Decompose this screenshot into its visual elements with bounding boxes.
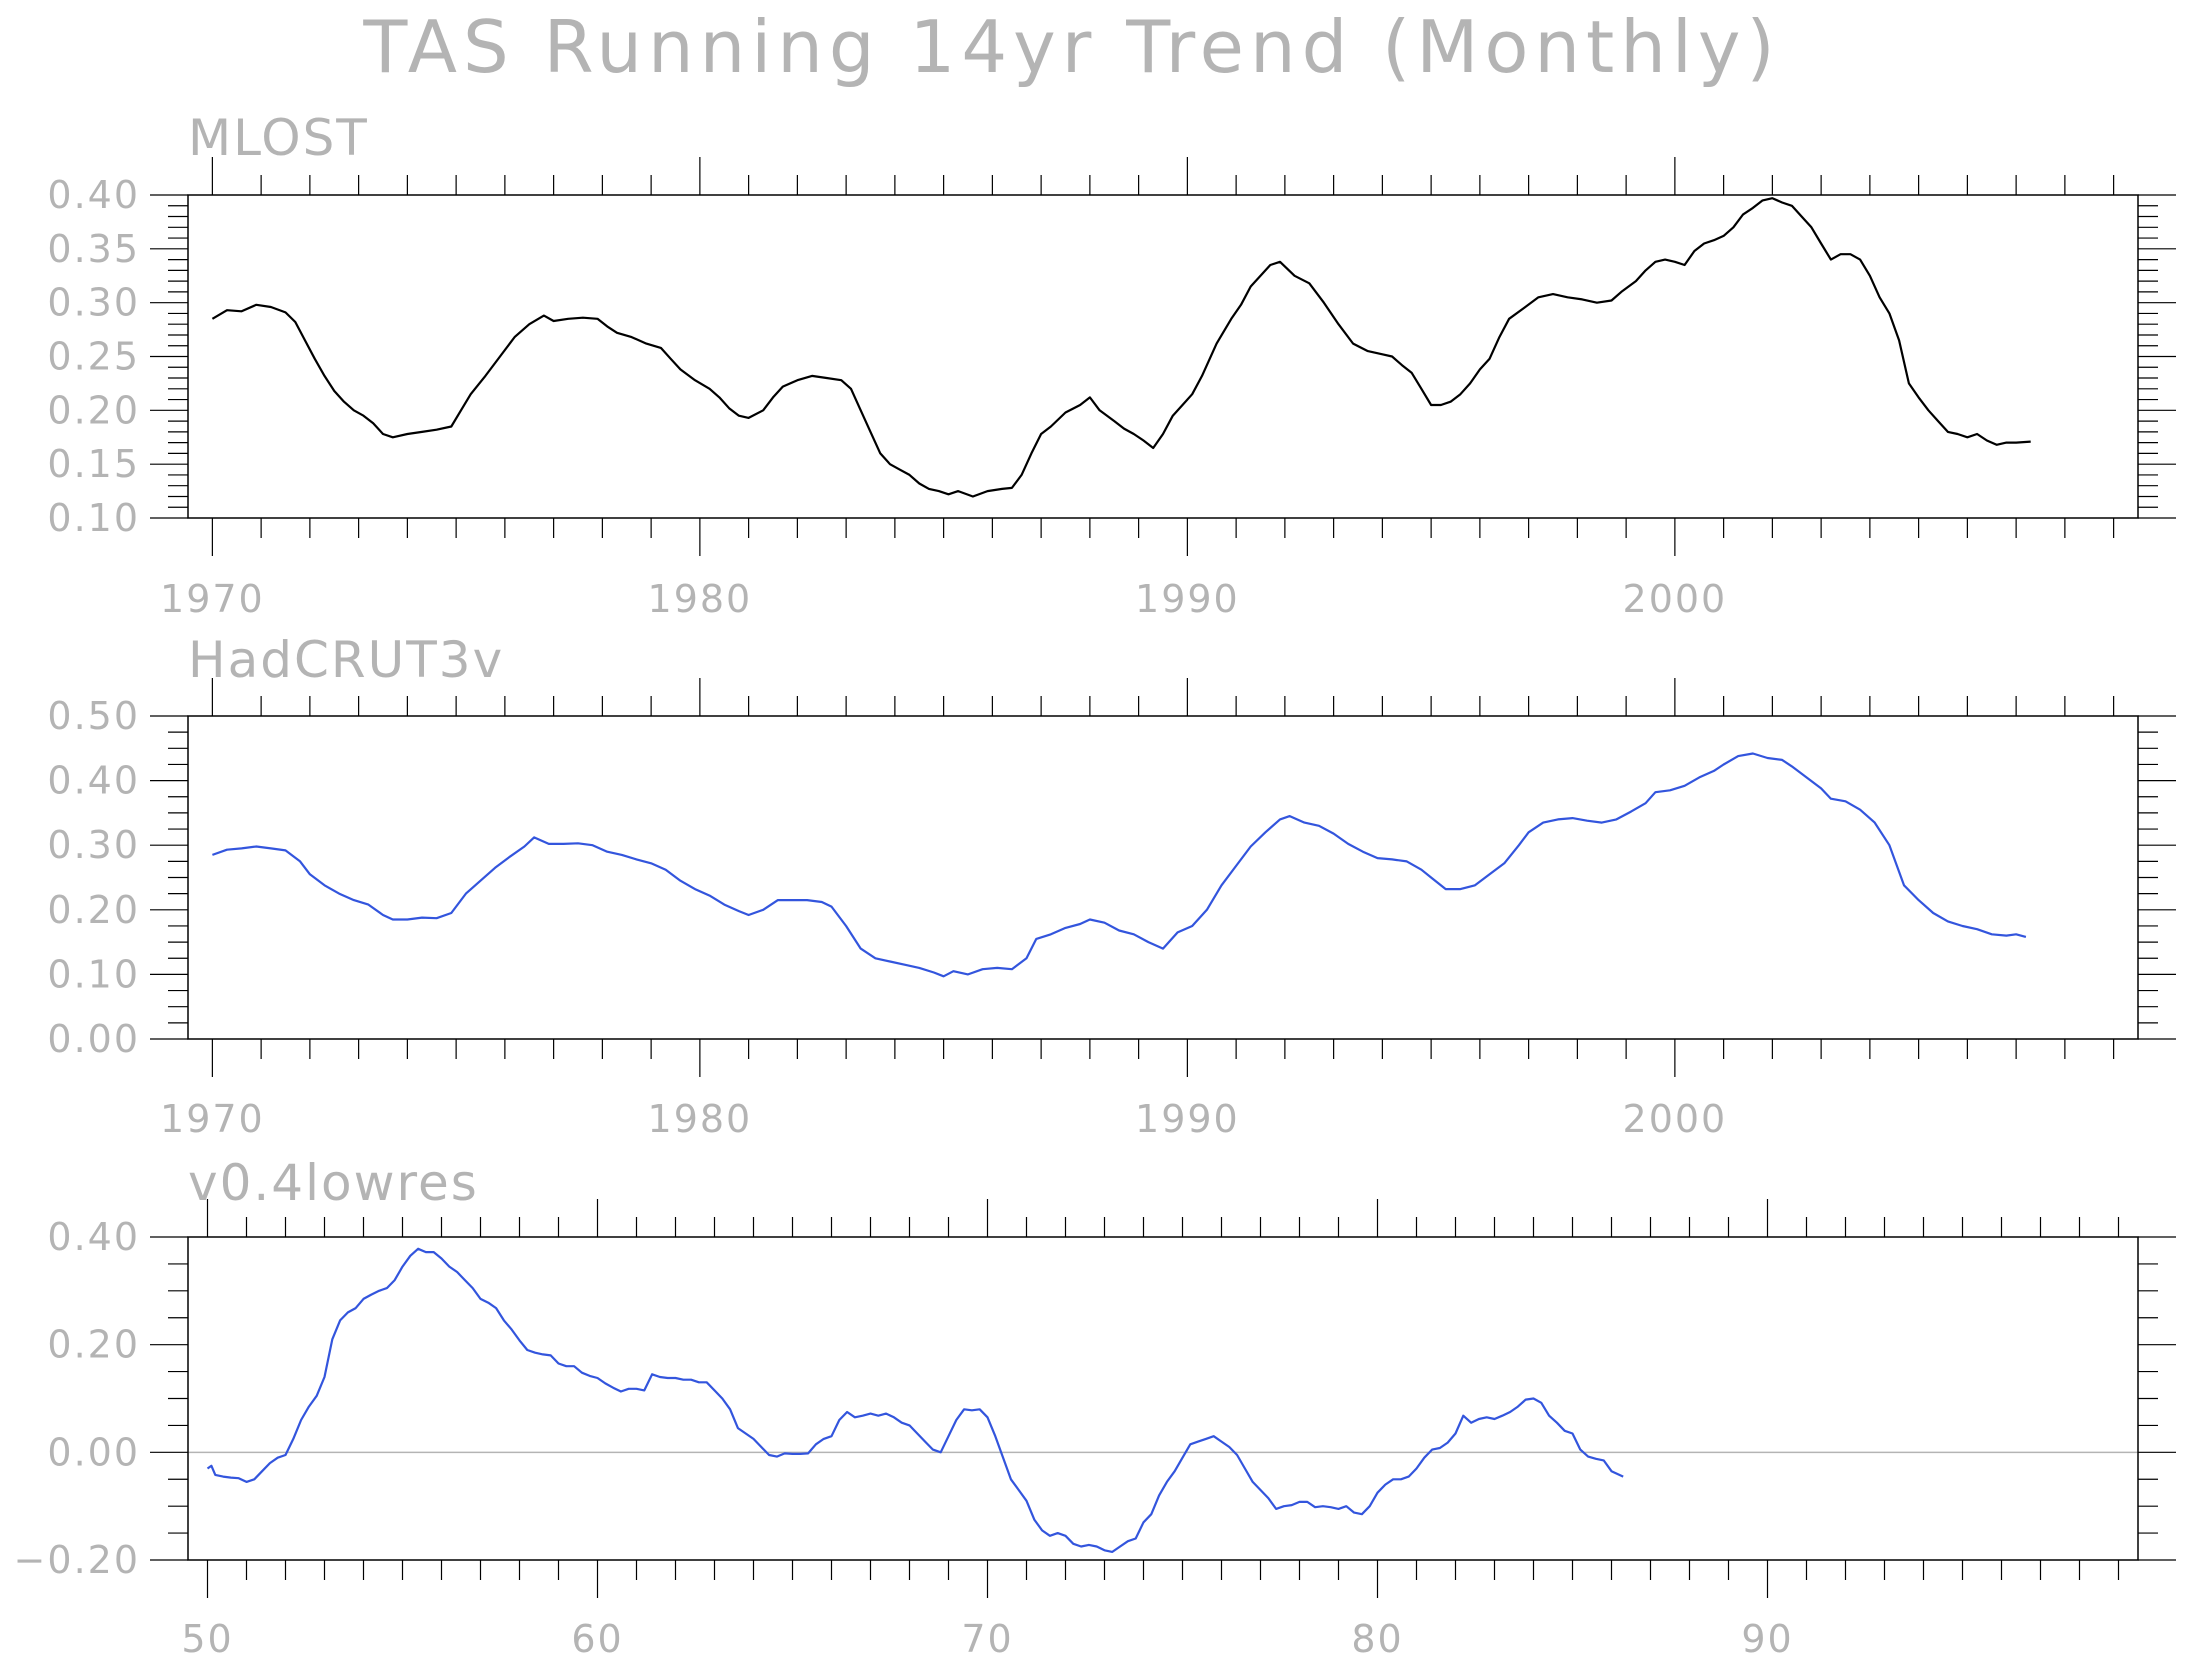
x-tick-label: 90 (1741, 1617, 1793, 1661)
x-tick-label: 1980 (648, 1097, 753, 1141)
plot-frame (187, 1236, 2139, 1561)
y-tick-label: 0.50 (47, 694, 140, 738)
x-tick-label: 1970 (160, 1097, 265, 1141)
y-tick-label: 0.40 (47, 1215, 140, 1259)
panel-title: MLOST (188, 109, 369, 167)
y-tick-label: 0.40 (47, 759, 140, 803)
series-line (212, 752, 2027, 978)
y-tick-label: 0.35 (47, 227, 140, 271)
y-tick-label: 0.20 (47, 1323, 140, 1367)
y-tick-label: 0.25 (47, 335, 140, 379)
panel-v04lowres: v0.4lowres 50 60 70 80 90 −0.20 0.00 0.20 0.40 (14, 1154, 2176, 1661)
y-tick-label: 0.00 (47, 1017, 140, 1061)
chart-title: TAS Running 14yr Trend (Monthly) (362, 5, 1780, 89)
x-tick-label: 1980 (648, 577, 753, 621)
y-tick-label: 0.15 (47, 442, 140, 486)
panel-mlost: MLOST 1970 1980 1990 2000 0.10 0.15 0.20 0.25 0.3… (47, 109, 2176, 621)
series-line (211, 197, 2031, 498)
y-tick-label: 0.10 (47, 952, 140, 996)
panel-hadcrut3v: HadCRUT3v 1970 1980 1990 2000 0.00 0.10 0.20 0.3… (47, 631, 2176, 1141)
x-tick-label: 1970 (160, 577, 265, 621)
panel-title: HadCRUT3v (188, 631, 504, 689)
y-tick-label: 0.30 (47, 823, 140, 867)
y-tick-label: 0.20 (47, 388, 140, 432)
y-tick-label: 0.20 (47, 888, 140, 932)
x-tick-label: 70 (961, 1617, 1013, 1661)
x-tick-label: 2000 (1623, 1097, 1728, 1141)
y-tick-label: −0.20 (14, 1538, 140, 1582)
plot-frame (187, 194, 2139, 519)
y-tick-label: 0.00 (47, 1430, 140, 1474)
x-tick-label: 80 (1351, 1617, 1403, 1661)
plot-frame (187, 715, 2139, 1040)
x-tick-label: 1990 (1135, 577, 1240, 621)
panel-title: v0.4lowres (188, 1154, 479, 1212)
y-tick-label: 0.30 (47, 281, 140, 325)
x-tick-label: 60 (571, 1617, 623, 1661)
y-tick-label: 0.10 (47, 496, 140, 540)
x-tick-label: 50 (181, 1617, 233, 1661)
series-line (206, 1247, 1624, 1553)
y-tick-label: 0.40 (47, 173, 140, 217)
x-tick-label: 2000 (1623, 577, 1728, 621)
x-tick-label: 1990 (1135, 1097, 1240, 1141)
